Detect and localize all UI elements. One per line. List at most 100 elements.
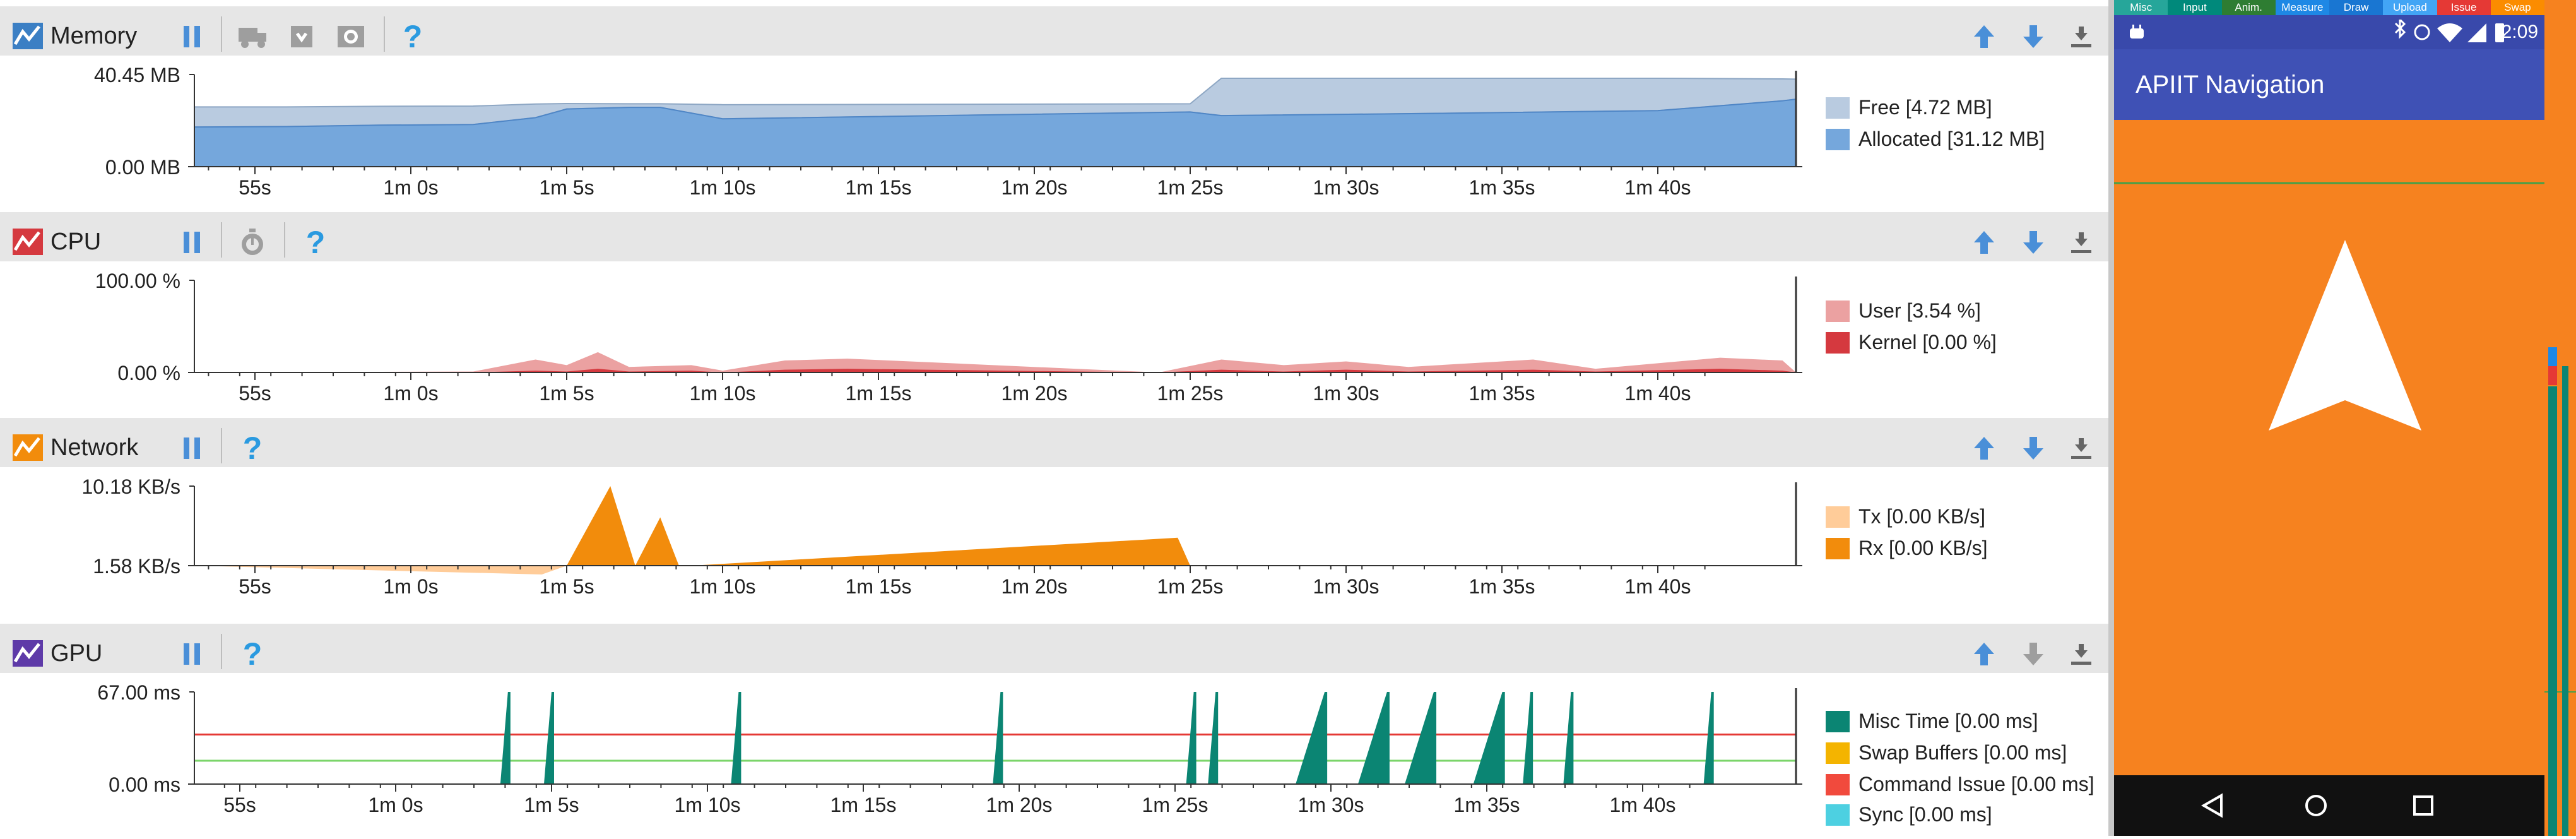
- pause-button[interactable]: [174, 19, 210, 54]
- x-tick-label: 1m 30s: [1313, 575, 1380, 598]
- help-icon: ?: [403, 19, 423, 54]
- network-chart: 10.18 KB/s 1.58 KB/s 55s 1m 0s 1m 5s 1m 10s 1m…: [0, 467, 2108, 625]
- x-tick-label: 1m 0s: [368, 794, 423, 816]
- pause-button[interactable]: [174, 225, 210, 260]
- x-tick-label: 1m 30s: [1313, 176, 1380, 199]
- x-tick-label: 1m 30s: [1313, 382, 1380, 405]
- help-button[interactable]: ?: [298, 225, 333, 260]
- x-tick-label: 1m 25s: [1157, 176, 1224, 199]
- legend-label: Misc Time [0.00 ms]: [1858, 710, 2038, 732]
- minimize-button[interactable]: [2064, 431, 2099, 466]
- dump-java-heap-button[interactable]: [284, 19, 319, 54]
- move-down-button[interactable]: [2016, 225, 2051, 260]
- rx-area: [194, 486, 1190, 566]
- arrow-up-icon: [1974, 25, 1994, 48]
- legend-label: User [3.54 %]: [1858, 299, 1981, 322]
- status-bar: 2:09: [2114, 15, 2544, 49]
- x-tick-label: 1m 40s: [1625, 575, 1691, 598]
- minimize-icon: [2071, 644, 2091, 665]
- gpu-frame-bar: [1296, 692, 1328, 784]
- gpu-frame-bar: [731, 692, 741, 784]
- x-tick-label: 1m 20s: [1001, 575, 1068, 598]
- x-tick-label: 1m 0s: [383, 176, 438, 199]
- legend-swatch: [1826, 804, 1850, 826]
- pause-icon: [184, 437, 200, 459]
- move-down-button[interactable]: [2016, 19, 2051, 54]
- profile-bar-item: Draw: [2329, 0, 2384, 15]
- gpu-frame-bar: [1405, 692, 1437, 784]
- panel-divider[interactable]: [2108, 0, 2114, 836]
- help-button[interactable]: ?: [235, 431, 270, 466]
- arrow-up-icon: [1974, 231, 1994, 254]
- y-max-label: 67.00 ms: [97, 681, 180, 704]
- recents-button[interactable]: [2411, 793, 2436, 818]
- x-tick-label: 1m 5s: [539, 575, 594, 598]
- x-tick-label: 1m 35s: [1469, 382, 1535, 405]
- gpu-frame-bar: [1473, 692, 1505, 784]
- legend-label: Kernel [0.00 %]: [1858, 331, 1997, 354]
- network-title: Network: [50, 434, 139, 461]
- y-min-label: 0.00 MB: [105, 156, 180, 179]
- move-up-button[interactable]: [1966, 19, 2002, 54]
- x-tick-label: 1m 25s: [1157, 382, 1224, 405]
- x-tick-label: 1m 0s: [383, 382, 438, 405]
- legend-item: Free [4.72 MB]: [1826, 96, 1992, 119]
- move-up-button[interactable]: [1966, 431, 2002, 466]
- gpu-chart: 67.00 ms 0.00 ms 55s 1m 0s 1m 5s 1m 10s 1m 15s…: [0, 673, 2108, 836]
- legend-item: Tx [0.00 KB/s]: [1826, 505, 1985, 528]
- home-button[interactable]: [2303, 793, 2329, 818]
- arrow-down-icon: [2023, 643, 2043, 665]
- app-toolbar: APIIT Navigation: [2114, 49, 2544, 120]
- gpu-frame-bar: [1208, 692, 1219, 784]
- pause-button[interactable]: [174, 636, 210, 672]
- gpu-frame-bar: [1523, 692, 1533, 784]
- status-clock: 2:09: [2501, 21, 2538, 42]
- x-tick-label: 1m 10s: [690, 382, 756, 405]
- minimize-button[interactable]: [2064, 636, 2099, 672]
- x-tick-label: 1m 20s: [1001, 382, 1068, 405]
- network-monitor-icon: [13, 434, 43, 461]
- allocation-tracking-button[interactable]: [333, 19, 369, 54]
- pause-icon: [184, 232, 200, 253]
- move-down-button[interactable]: [2016, 636, 2051, 672]
- arrow-up-icon: [1974, 643, 1994, 665]
- move-up-button[interactable]: [1966, 636, 2002, 672]
- navigation-bar: [2114, 775, 2544, 836]
- toolbar-separator: [221, 428, 222, 463]
- gpu-profile-legend-bar: Misc Input Anim. Measure Draw Upload Issue Swap: [2114, 0, 2544, 15]
- x-tick-label: 1m 10s: [690, 176, 756, 199]
- legend-label: Tx [0.00 KB/s]: [1858, 505, 1985, 528]
- arrow-down-icon: [2023, 25, 2043, 48]
- help-button[interactable]: ?: [235, 636, 270, 672]
- x-tick-label: 1m 5s: [539, 176, 594, 199]
- gpu-frame-bar: [1703, 692, 1714, 784]
- legend-label: Free [4.72 MB]: [1858, 96, 1992, 119]
- legend-label: Swap Buffers [0.00 ms]: [1858, 741, 2067, 764]
- minimize-button[interactable]: [2064, 19, 2099, 54]
- gpu-title: GPU: [50, 640, 103, 667]
- minimize-button[interactable]: [2064, 225, 2099, 260]
- user-cpu-area: [194, 352, 1796, 372]
- profiler-panel: Memory ? 40.45 MB 0.00 MB 55s 1m 0s 1m 5s 1m …: [0, 6, 2108, 836]
- method-trace-button[interactable]: [235, 225, 270, 260]
- move-down-button[interactable]: [2016, 431, 2051, 466]
- cpu-title: CPU: [50, 229, 102, 255]
- minimize-icon: [2071, 27, 2091, 47]
- x-tick-label: 1m 20s: [986, 794, 1053, 816]
- back-button[interactable]: [2200, 793, 2225, 818]
- help-button[interactable]: ?: [395, 19, 430, 54]
- move-up-button[interactable]: [1966, 225, 2002, 260]
- legend-swatch: [1826, 300, 1850, 322]
- toolbar-separator: [221, 634, 222, 669]
- gc-button[interactable]: [235, 19, 270, 54]
- pause-button[interactable]: [174, 431, 210, 466]
- legend-label: Rx [0.00 KB/s]: [1858, 537, 1988, 559]
- profile-bar-item: Measure: [2275, 0, 2329, 15]
- legend-swatch: [1826, 97, 1850, 119]
- x-tick-label: 1m 25s: [1157, 575, 1224, 598]
- gpu-frame-bar: [1357, 692, 1390, 784]
- memory-header: Memory ?: [0, 6, 2108, 56]
- x-tick-label: 1m 5s: [539, 382, 594, 405]
- legend-item: Kernel [0.00 %]: [1826, 331, 1997, 354]
- profile-bar-item: Issue: [2437, 0, 2491, 15]
